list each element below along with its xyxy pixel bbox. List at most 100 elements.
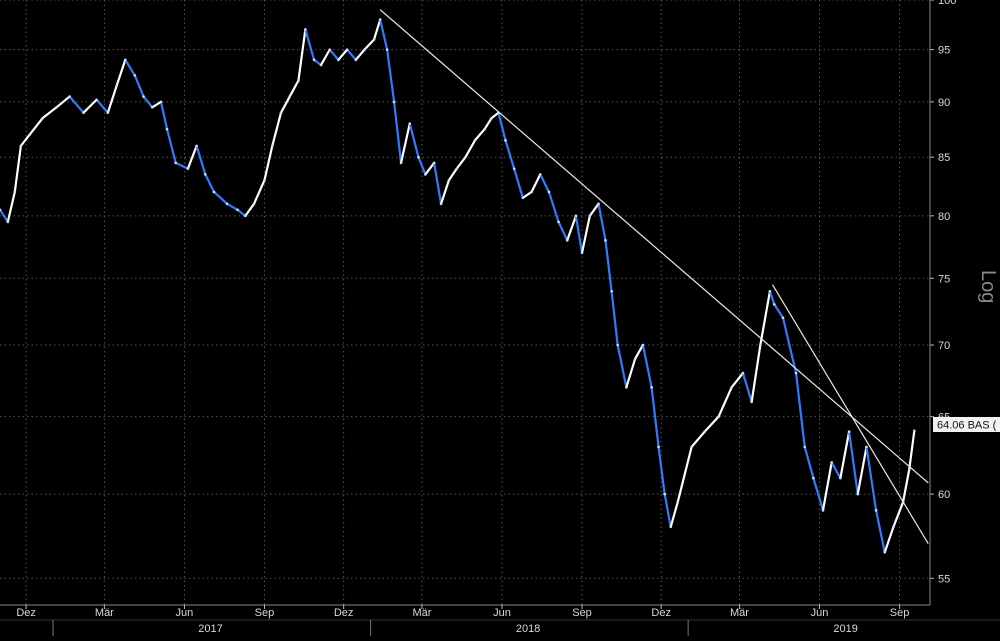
x-tick-label: Mär xyxy=(730,607,749,619)
price-point xyxy=(115,84,118,88)
price-segment xyxy=(28,117,44,136)
price-point xyxy=(856,492,860,496)
y-tick-label: 90 xyxy=(938,97,950,109)
price-segment xyxy=(252,179,266,205)
price-segment xyxy=(244,202,256,217)
price-point xyxy=(68,95,71,98)
price-segment xyxy=(95,98,109,114)
price-segment xyxy=(304,28,316,61)
x-axis: Dez Mär Jun Sep Dez Mär Jun Sep Dez Mär Jun Sep 2017… xyxy=(0,604,1000,636)
trendlines xyxy=(379,9,929,545)
price-point xyxy=(676,500,680,504)
price-segment xyxy=(6,190,16,223)
x-tick-label: Dez xyxy=(334,607,354,619)
price-point xyxy=(690,445,693,449)
price-point xyxy=(759,343,762,347)
trendline xyxy=(772,284,929,545)
price-point xyxy=(768,289,772,293)
price-point xyxy=(378,18,382,21)
y-tick-label: 85 xyxy=(938,152,950,164)
price-segment xyxy=(106,84,118,114)
price-segment xyxy=(625,357,637,389)
price-point xyxy=(212,190,216,194)
price-point xyxy=(408,122,412,125)
price-segment xyxy=(0,208,9,223)
price-point xyxy=(717,415,720,418)
price-segment xyxy=(574,214,584,254)
x-tick-label: Dez xyxy=(651,607,671,619)
last-price-tag-box xyxy=(933,417,1000,432)
y-axis: 556065707580859095100 xyxy=(929,0,956,605)
price-point xyxy=(106,111,110,115)
price-segment xyxy=(663,492,672,528)
x-tick-label: Sep xyxy=(572,607,592,619)
price-point xyxy=(913,429,916,433)
price-segment xyxy=(908,429,916,472)
price-point xyxy=(633,357,637,361)
y-tick-label: 60 xyxy=(938,489,950,501)
price-point xyxy=(204,173,207,176)
price-point xyxy=(354,58,358,62)
price-point xyxy=(297,79,300,82)
price-segment xyxy=(55,95,71,109)
x-tick-label: Jun xyxy=(493,607,511,619)
price-point xyxy=(82,111,85,115)
y-tick-label: 55 xyxy=(938,573,950,585)
x-tick-label: Mär xyxy=(412,607,431,619)
price-segment xyxy=(821,461,833,512)
price-point xyxy=(625,386,628,389)
price-segment xyxy=(433,161,443,205)
price-segment xyxy=(847,430,859,496)
price-segment xyxy=(165,128,177,165)
price-point xyxy=(892,525,895,529)
price-segment xyxy=(803,445,815,480)
price-point xyxy=(907,468,911,472)
price-segment xyxy=(159,100,169,131)
price-point xyxy=(794,371,798,375)
price-segment xyxy=(616,343,628,389)
price-series xyxy=(0,18,916,554)
y-tick-label: 100 xyxy=(938,0,956,7)
price-segment xyxy=(288,79,300,98)
price-point xyxy=(195,144,198,148)
price-segment xyxy=(151,100,163,109)
price-segment xyxy=(892,501,905,528)
price-point xyxy=(0,208,2,212)
price-point xyxy=(165,127,169,131)
price-point xyxy=(874,509,878,512)
price-point xyxy=(424,173,427,176)
price-segment xyxy=(392,100,403,165)
price-segment xyxy=(483,117,493,131)
price-segment xyxy=(204,173,216,194)
grid-lines xyxy=(0,0,930,605)
price-point xyxy=(252,202,256,206)
price-point xyxy=(186,167,190,170)
price-point xyxy=(399,161,403,165)
price-point xyxy=(803,445,807,449)
price-segment xyxy=(424,161,436,176)
price-segment xyxy=(399,122,411,165)
price-point xyxy=(150,105,154,109)
price-point xyxy=(557,220,560,224)
price-segment xyxy=(319,48,331,67)
price-point xyxy=(669,525,673,529)
price-point xyxy=(772,303,776,306)
price-point xyxy=(703,430,706,433)
price-segment xyxy=(41,106,58,120)
price-segment xyxy=(236,208,247,217)
price-point xyxy=(663,492,666,496)
price-segment xyxy=(773,303,785,319)
price-point xyxy=(244,214,247,218)
price-segment xyxy=(271,111,283,147)
price-segment xyxy=(263,144,274,182)
price-segment xyxy=(604,239,613,293)
price-segment xyxy=(580,214,591,254)
price-point xyxy=(530,190,533,194)
price-point xyxy=(41,116,44,120)
price-segment xyxy=(490,111,500,120)
price-point xyxy=(565,239,569,242)
price-point xyxy=(781,316,785,320)
price-point xyxy=(455,167,459,170)
price-segment xyxy=(133,74,145,98)
price-segment xyxy=(547,190,560,223)
